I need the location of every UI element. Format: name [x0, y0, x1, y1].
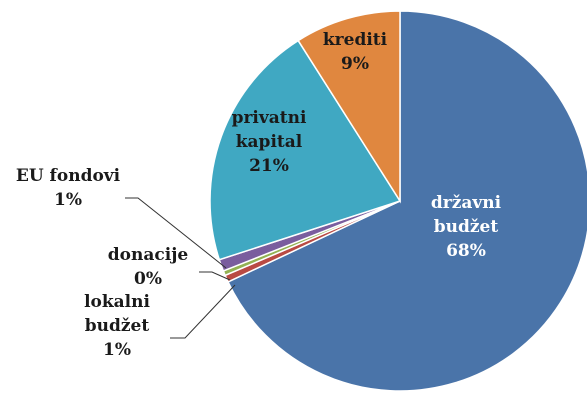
leader-lines — [125, 197, 236, 339]
slice-label-EU-fondovi: EU fondovi 1% — [16, 166, 121, 210]
leader-line-EU-fondovi — [125, 197, 227, 269]
pie-slice-državni-budžet — [227, 10, 587, 392]
pie-slices — [209, 10, 587, 392]
slice-label-lokalni-budžet: lokalni budžet 1% — [84, 292, 150, 360]
pie-slice-privatni-kapital — [209, 39, 402, 261]
slice-labels: državni budžet 68% lokalni budžet 1%donacije 0… — [16, 30, 502, 360]
slice-label-donacije: donacije 0% — [108, 245, 189, 289]
slice-label-krediti: krediti 9% — [323, 30, 388, 74]
slice-label-državni-budžet: državni budžet 68% — [431, 193, 502, 261]
pie-slice-krediti — [297, 10, 401, 204]
slice-label-privatni-kapital: privatni kapital 21% — [232, 108, 307, 176]
leader-line-lokalni-budžet — [170, 284, 236, 339]
leader-line-donacije — [199, 271, 231, 281]
